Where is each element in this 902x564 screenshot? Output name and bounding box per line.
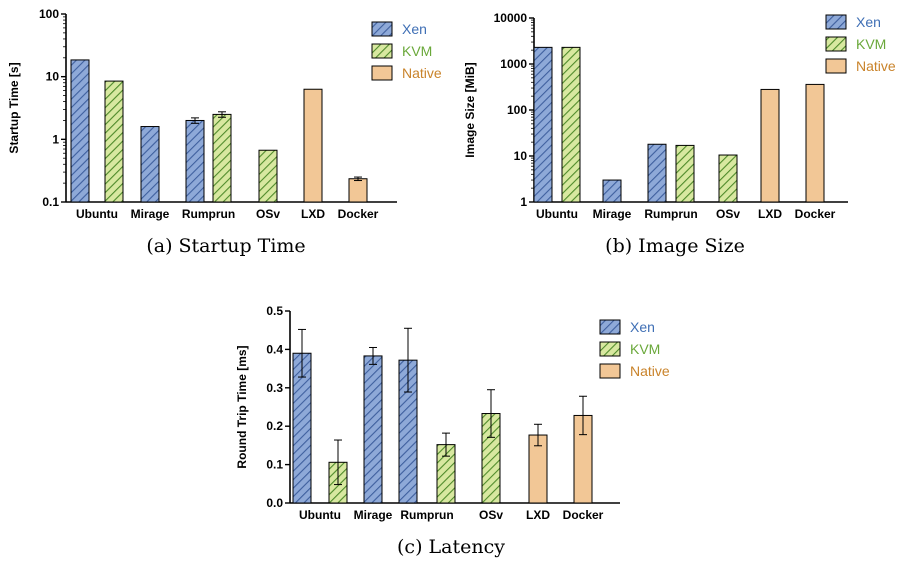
latency-chart: 0.0 0.1 0.2 0.3 0.4 0.5 Round Trip Time [ms] Ub… [235,304,670,522]
bar-kvm-rumprun [675,144,695,203]
y-tick-label: 1000 [500,57,527,71]
y-axis-title: Round Trip Time [ms] [235,345,249,468]
bar-xen-mirage [363,355,383,504]
image-size-chart: 1 10 100 1000 10000 Image Size [MiB] Ubuntu Mir… [463,11,896,221]
legend-label-native: Native [402,65,442,81]
x-tick-label: OSv [256,207,280,221]
y-tick-label: 1 [520,195,527,209]
x-tick-label: Ubuntu [536,207,578,221]
x-tick-label: Ubuntu [76,207,118,221]
y-tick-label: 10000 [494,11,528,25]
legend-swatch-kvm [599,341,621,357]
legend-swatch-native [599,363,621,379]
bar-kvm-rumprun [212,113,232,203]
legend-swatch-native [371,65,393,81]
bar-native-docker [805,83,825,203]
y-tick-label: 1 [52,132,59,146]
bar-kvm-osv [718,154,738,203]
bar-xen-rumprun [185,119,205,203]
legend-label-kvm: KVM [856,36,886,52]
legend-label-native: Native [856,58,896,74]
x-tick-label: OSv [479,508,503,522]
legend-label-xen: Xen [630,319,655,335]
legend-swatch-kvm [825,36,847,52]
legend-swatch-kvm [371,43,393,59]
bar-xen-ubuntu [70,59,90,203]
x-tick-label: LXD [526,508,550,522]
x-tick-label: Ubuntu [299,508,341,522]
legend-swatch-xen [371,21,393,37]
y-tick-label: 0.4 [266,342,283,356]
bar-xen-rumprun [647,143,667,203]
y-tick-label: 0.3 [266,381,283,395]
x-tick-label: LXD [301,207,325,221]
y-tick-label: 0.5 [266,304,283,318]
y-tick-label: 100 [39,7,59,21]
bar-xen-mirage [140,126,160,203]
y-tick-label: 0.1 [42,195,59,209]
y-tick-label: 0.1 [266,458,283,472]
bar-native-lxd [303,88,323,203]
x-tick-label: Docker [795,207,836,221]
x-tick-label: Rumprun [182,207,235,221]
bar-xen-mirage [602,179,622,203]
caption-a: (a) Startup Time [146,235,305,257]
startup-time-chart: 0.1 1 10 100 Startup Time [s] Ubuntu Mirage Rum… [7,7,442,221]
legend-label-xen: Xen [856,14,881,30]
y-tick-label: 10 [46,70,60,84]
y-axis-title: Image Size [MiB] [463,62,477,157]
bar-native-lxd [760,88,780,203]
x-tick-label: Rumprun [400,508,453,522]
legend-swatch-xen [599,319,621,335]
y-tick-label: 10 [514,149,528,163]
bar-kvm-ubuntu [104,80,124,203]
caption-b: (b) Image Size [605,235,745,257]
x-tick-label: Rumprun [644,207,697,221]
x-tick-label: LXD [758,207,782,221]
y-tick-label: 0.0 [266,496,283,510]
y-axis-title: Startup Time [s] [7,62,21,153]
bar-xen-ubuntu [533,46,553,203]
x-tick-label: Mirage [354,508,393,522]
y-tick-label: 0.2 [266,419,283,433]
legend-label-native: Native [630,363,670,379]
legend-label-xen: Xen [402,21,427,37]
bar-native-docker [348,178,368,203]
bar-kvm-ubuntu [561,46,581,203]
x-tick-label: Mirage [131,207,170,221]
x-tick-label: Mirage [593,207,632,221]
y-tick-label: 100 [507,103,527,117]
bar-kvm-osv [258,149,278,203]
legend-swatch-native [825,58,847,74]
legend-label-kvm: KVM [402,43,432,59]
x-tick-label: Docker [563,508,604,522]
x-tick-label: OSv [716,207,740,221]
legend-label-kvm: KVM [630,341,660,357]
x-tick-label: Docker [338,207,379,221]
caption-c: (c) Latency [397,536,505,558]
legend-swatch-xen [825,14,847,30]
